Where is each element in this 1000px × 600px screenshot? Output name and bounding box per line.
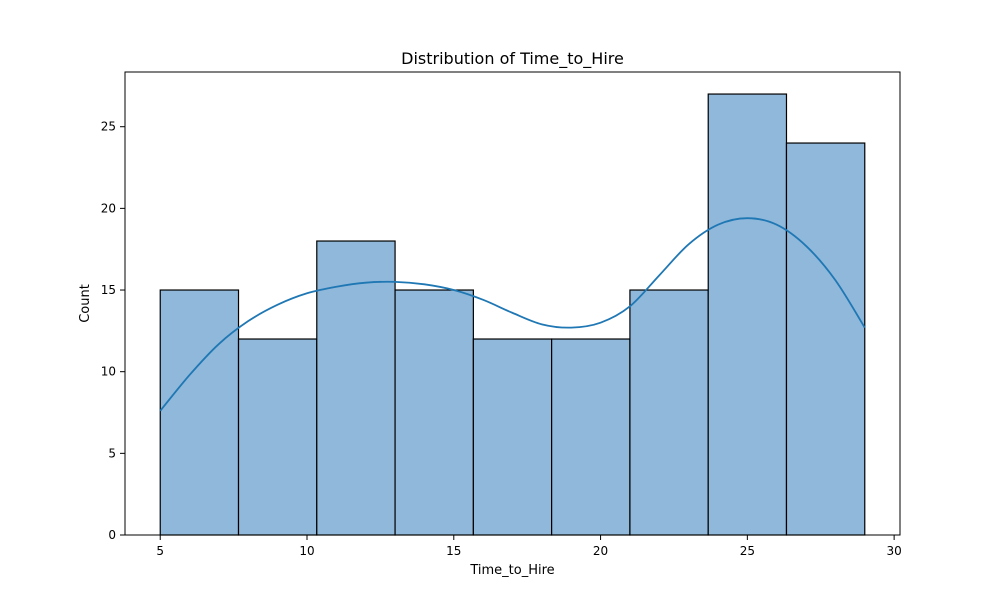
- x-tick-label: 20: [593, 544, 608, 558]
- histogram-bar-5: [472, 338, 553, 536]
- x-tick-label: 15: [446, 544, 461, 558]
- y-axis-label: Count: [78, 284, 93, 323]
- y-tick-label: 10: [101, 365, 116, 379]
- x-axis-ticks: 5 10 15 20 25 30: [156, 535, 902, 558]
- histogram-bars: [159, 93, 866, 536]
- histogram-bar-7: [629, 289, 709, 536]
- histogram-bar-6: [551, 338, 631, 536]
- y-tick-label: 25: [101, 120, 116, 134]
- plot-frame: [124, 71, 901, 536]
- histogram-bar-3: [316, 240, 396, 536]
- histogram-bar-2: [237, 338, 318, 536]
- x-tick-label: 30: [886, 544, 901, 558]
- histogram-bar-1: [159, 289, 240, 536]
- y-tick-label: 0: [108, 528, 116, 542]
- chart-title: Distribution of Time_to_Hire: [401, 49, 624, 69]
- x-tick-label: 5: [156, 544, 164, 558]
- x-axis-label: Time_to_Hire: [469, 563, 554, 578]
- y-tick-label: 20: [101, 201, 116, 215]
- x-tick-label: 10: [299, 544, 314, 558]
- y-tick-label: 5: [108, 446, 116, 460]
- kde-curve: [159, 217, 866, 412]
- histogram-bar-9: [785, 142, 866, 536]
- histogram-bar-8: [707, 93, 788, 536]
- y-axis-ticks: 0 5 10 15 20 25: [101, 120, 125, 542]
- histogram-bar-4: [394, 289, 474, 536]
- kde-curve-group: [159, 217, 866, 412]
- x-tick-label: 25: [740, 544, 755, 558]
- y-tick-label: 15: [101, 283, 116, 297]
